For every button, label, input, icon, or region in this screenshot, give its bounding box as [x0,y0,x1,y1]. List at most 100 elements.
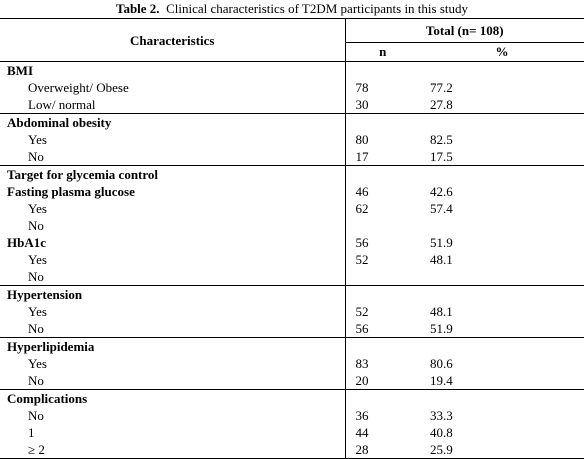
cell-n: 46 [344,183,420,200]
cell-percent: 40.8 [430,425,453,440]
cell-n: 80 [344,131,420,148]
row-label: No [28,218,44,233]
row-label: No [28,373,44,388]
table-row: Complications [0,389,584,407]
table-row: Yes 52 48.1 [0,303,584,320]
table-row: Abdominal obesity [0,113,584,131]
row-label: Target for glycemia control [0,165,345,183]
table-row: Overweight/ Obese 78 77.2 [0,79,584,96]
header-percent: % [495,44,509,59]
cell-n: 83 [344,355,420,372]
cell-n [344,165,420,183]
table-row: Yes 52 48.1 [0,251,584,268]
row-label: Hyperlipidemia [0,337,345,355]
row-label: No [28,149,44,164]
cell-percent: 25.9 [430,442,453,457]
cell-n: 17 [344,148,420,166]
table-body: Characteristics Total (n= 108) n % BMI Ov… [0,18,584,459]
table-row: No 36 33.3 [0,407,584,424]
cell-percent: 17.5 [430,149,453,164]
table-row: No [0,217,584,234]
cell-percent: 77.2 [430,80,453,95]
table-row: HbA1c 56 51.9 [0,234,584,251]
table-row: No 56 51.9 [0,320,584,338]
cell-percent: 27.8 [430,97,453,112]
row-label: Yes [28,132,47,147]
row-label: Abdominal obesity [0,113,345,131]
cell-n: 56 [344,320,420,338]
table-row: ≥ 2 28 25.9 [0,441,584,459]
cell-n [344,217,420,234]
row-label: Complications [0,389,345,407]
row-label: Hypertension [0,285,345,303]
cell-percent: 51.9 [430,235,453,250]
cell-percent: 19.4 [430,373,453,388]
cell-percent [420,113,584,131]
table-row: Fasting plasma glucose 46 42.6 [0,183,584,200]
table-row: No 20 19.4 [0,372,584,390]
header-n: n [344,42,420,62]
table-row: No [0,268,584,286]
table-row: Yes 83 80.6 [0,355,584,372]
table-row: Hypertension [0,285,584,303]
cell-percent: 80.6 [430,356,453,371]
row-label: Low/ normal [28,97,96,112]
row-label: Fasting plasma glucose [7,184,135,199]
table-row: Low/ normal 30 27.8 [0,96,584,114]
row-label: Yes [28,304,47,319]
cell-percent [420,217,584,234]
cell-percent [420,268,584,286]
cell-percent: 48.1 [430,252,453,267]
table-row: Yes 62 57.4 [0,200,584,217]
cell-percent [420,285,584,303]
row-label: No [28,408,44,423]
cell-n: 36 [344,407,420,424]
cell-n: 62 [344,200,420,217]
cell-percent: 33.3 [430,408,453,423]
cell-n: 52 [344,251,420,268]
row-label: Yes [28,252,47,267]
row-label: 1 [28,425,35,440]
cell-n: 56 [344,234,420,251]
cell-n [344,268,420,286]
cell-n: 30 [344,96,420,114]
table-row: No 17 17.5 [0,148,584,166]
cell-n: 20 [344,372,420,390]
table-row: BMI [0,61,584,79]
cell-n: 44 [344,424,420,441]
cell-n [344,337,420,355]
cell-n: 28 [344,441,420,459]
cell-n [344,285,420,303]
row-label: No [28,269,44,284]
cell-percent: 82.5 [430,132,453,147]
row-label: Overweight/ Obese [28,80,129,95]
cell-n [344,113,420,131]
cell-percent: 57.4 [430,201,453,216]
cell-percent [420,61,584,79]
caption-label: Table 2. [115,1,160,16]
caption-text: Clinical characteristics of T2DM partici… [166,1,469,16]
cell-percent [420,389,584,407]
cell-percent: 48.1 [430,304,453,319]
row-label: HbA1c [7,235,46,250]
table: Characteristics Total (n= 108) n % BMI Ov… [0,18,584,459]
row-label: Yes [28,201,47,216]
row-label: ≥ 2 [28,442,45,457]
cell-n: 78 [344,79,420,96]
table-row: Target for glycemia control [0,165,584,183]
row-label: No [28,321,44,336]
header-characteristics: Characteristics [130,32,215,48]
cell-percent: 51.9 [430,321,453,336]
row-label: Yes [28,356,47,371]
caption: Table 2. Clinical characteristics of T2D… [0,0,584,18]
cell-n [344,61,420,79]
cell-percent: 42.6 [430,184,453,199]
header-total: Total (n= 108) [344,18,584,43]
cell-n: 52 [344,303,420,320]
row-label: BMI [0,61,345,79]
header-row: Characteristics Total (n= 108) [0,18,584,48]
cell-n [344,389,420,407]
cell-percent [420,165,584,183]
table-row: Yes 80 82.5 [0,131,584,148]
